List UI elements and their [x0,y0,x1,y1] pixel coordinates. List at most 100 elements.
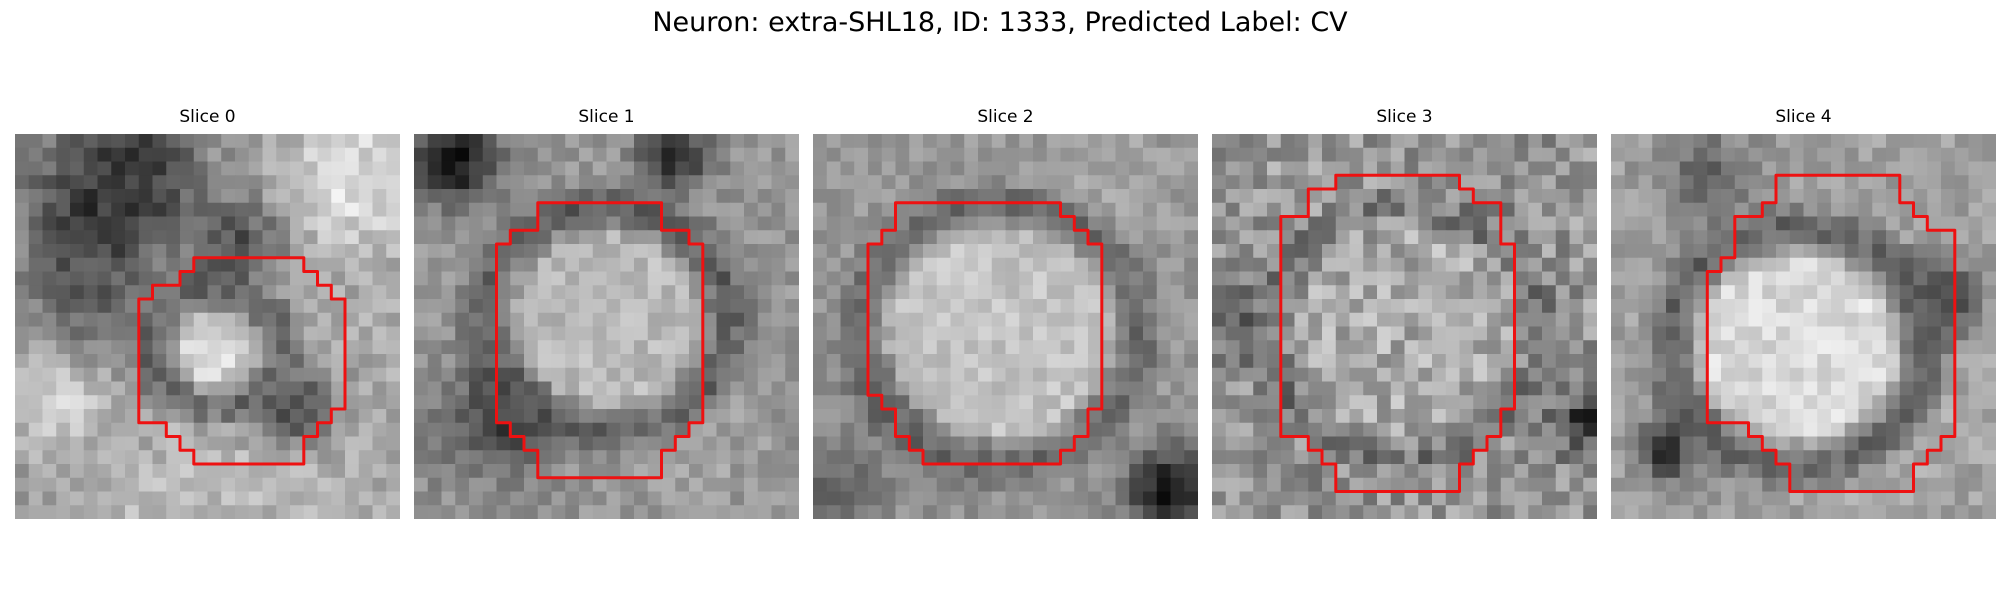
image-pixel [125,189,140,204]
image-pixel [125,299,140,314]
image-pixel [1170,450,1185,465]
image-pixel [111,175,126,190]
image-pixel [634,326,649,341]
image-pixel [166,299,181,314]
image-pixel [936,464,952,479]
image-pixel [565,326,580,341]
image-pixel [744,244,759,259]
image-pixel [1267,354,1282,369]
image-pixel [303,450,319,465]
image-pixel [950,216,965,231]
image-pixel [1005,285,1020,300]
image-pixel [1033,161,1048,176]
image-pixel [1569,464,1584,479]
image-pixel [1459,395,1474,410]
image-pixel [978,326,993,341]
image-pixel [1858,134,1873,149]
image-pixel [675,244,690,259]
image-pixel [1074,216,1089,231]
image-pixel [978,477,993,493]
image-pixel [317,464,332,479]
image-pixel [386,450,400,465]
image-pixel [1569,450,1584,465]
image-pixel [620,230,635,245]
image-pixel [1143,244,1158,259]
image-pixel [716,147,731,163]
image-pixel [1088,340,1103,355]
image-pixel [1170,134,1185,149]
image-pixel [469,299,484,314]
image-pixel [83,409,99,424]
image-pixel [1033,285,1048,300]
image-pixel [193,161,209,176]
image-pixel [813,340,828,355]
image-pixel [1294,134,1309,149]
image-pixel [1872,147,1887,163]
image-pixel [1789,450,1805,465]
image-pixel [1844,464,1860,479]
image-pixel [1624,340,1640,355]
image-pixel [331,271,346,286]
image-pixel [524,299,539,314]
image-pixel [1817,202,1832,218]
image-pixel [1115,409,1130,424]
image-pixel [1624,491,1640,506]
image-pixel [166,450,181,465]
image-pixel [1335,477,1351,493]
image-pixel [221,161,236,176]
image-pixel [1322,381,1337,396]
image-pixel [83,202,99,218]
image-pixel [345,464,360,479]
image-pixel [1459,381,1474,396]
image-pixel [207,464,222,479]
image-pixel [565,422,580,438]
image-pixel [689,271,704,286]
image-pixel [757,230,773,245]
image-pixel [1239,147,1254,163]
image-pixel [757,244,773,259]
image-pixel [1253,422,1268,438]
image-pixel [1170,395,1185,410]
image-pixel [854,175,869,190]
image-pixel [97,134,112,149]
image-pixel [1418,285,1433,300]
image-pixel [1473,134,1488,149]
image-pixel [1046,202,1062,218]
slice-panel-0: Slice 0 [15,107,400,522]
image-pixel [1500,202,1516,218]
image-pixel [689,285,704,300]
image-pixel [166,477,181,493]
image-pixel [1005,271,1020,286]
image-pixel [83,285,99,300]
image-pixel [1225,216,1241,231]
image-pixel [1129,450,1144,465]
image-pixel [1500,161,1516,176]
image-pixel [207,244,222,259]
image-pixel [1280,285,1296,300]
image-pixel [28,312,44,328]
image-pixel [317,395,332,410]
image-pixel [1445,436,1461,451]
image-pixel [70,354,85,369]
image-pixel [1514,285,1529,300]
image-pixel [702,202,718,218]
image-pixel [221,422,236,438]
image-pixel [345,381,360,396]
image-pixel [689,161,704,176]
image-pixel [1349,464,1364,479]
image-pixel [785,285,799,300]
image-pixel [1569,175,1584,190]
image-pixel [592,299,608,314]
image-pixel [744,491,759,506]
image-pixel [1514,230,1529,245]
image-pixel [15,230,30,245]
image-pixel [1308,189,1323,204]
image-pixel [1858,299,1873,314]
image-pixel [579,134,594,149]
image-pixel [1886,285,1901,300]
image-pixel [1432,216,1447,231]
image-pixel [276,436,291,451]
image-pixel [28,202,44,218]
image-pixel [1858,189,1873,204]
image-pixel [840,326,855,341]
